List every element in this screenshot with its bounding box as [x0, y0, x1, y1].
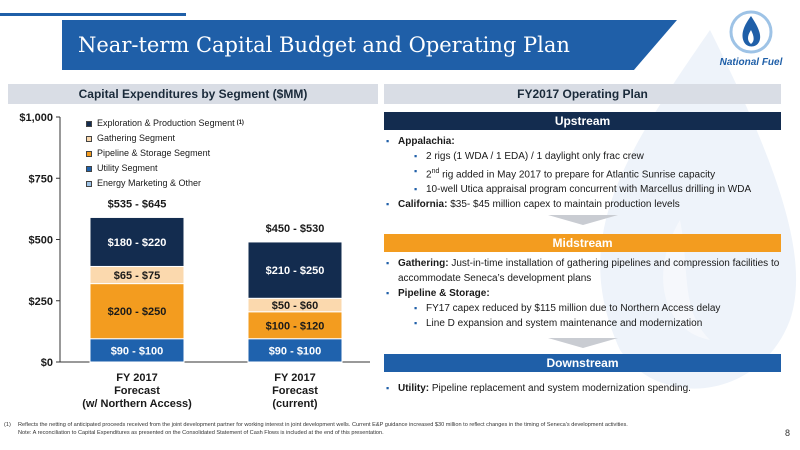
- list-item: FY17 capex reduced by $115 million due t…: [374, 301, 784, 316]
- upstream-list: Appalachia: 2 rigs (1 WDA / 1 EDA) / 1 d…: [374, 134, 784, 212]
- footnote-number: (1): [4, 422, 11, 428]
- item-label: California:: [398, 199, 448, 211]
- downstream-list: Utility: Pipeline replacement and system…: [374, 381, 784, 396]
- item-text: Just-in-time installation of gathering p…: [398, 258, 780, 284]
- y-tick-label: $0: [41, 357, 53, 369]
- item-text: rig added in May 2017 to prepare for Atl…: [439, 169, 716, 181]
- list-item-pipeline-storage: Pipeline & Storage:: [374, 286, 784, 301]
- item-superscript: nd: [431, 168, 440, 175]
- footnote-text: Note: A reconciliation to Capital Expend…: [18, 430, 384, 436]
- national-fuel-flame-icon: [729, 10, 773, 54]
- flow-chevron: [548, 338, 618, 348]
- y-tick-label: $250: [29, 296, 53, 308]
- footnote-number: [4, 429, 18, 437]
- midstream-header: Midstream: [384, 234, 781, 252]
- capex-chart: $0 $250 $500 $750 $1,000 $90 - $100 $200 - $25…: [8, 108, 378, 418]
- operating-plan-panel-header: FY2017 Operating Plan: [384, 84, 781, 104]
- legend-label: Energy Marketing & Other: [97, 178, 202, 188]
- item-text: 2 rigs (1 WDA / 1 EDA) / 1 daylight only…: [426, 151, 644, 162]
- legend-item-pipeline-storage: Pipeline & Storage Segment: [86, 146, 244, 161]
- x-category-label: (w/ Northern Access): [82, 398, 192, 410]
- bar-data-label: $210 - $250: [266, 265, 325, 277]
- y-tick-label: $500: [29, 235, 53, 247]
- upstream-header: Upstream: [384, 112, 781, 130]
- list-item-utility: Utility: Pipeline replacement and system…: [374, 381, 784, 396]
- legend-swatch: [86, 165, 92, 172]
- list-item-california: California: $35- $45 million capex to ma…: [374, 197, 784, 212]
- bar-segment: [89, 283, 185, 340]
- downstream-header: Downstream: [384, 354, 781, 372]
- legend-swatch: [86, 180, 92, 187]
- bar-segment: [247, 241, 343, 299]
- legend-label: Pipeline & Storage Segment: [97, 148, 211, 158]
- bar-total-label: $535 - $645: [108, 198, 167, 210]
- footnote-row: Note: A reconciliation to Capital Expend…: [4, 429, 774, 437]
- footnote-text: Reflects the netting of anticipated proc…: [18, 422, 628, 428]
- y-tick-label: $750: [29, 173, 53, 185]
- legend-item-gathering: Gathering Segment: [86, 131, 244, 146]
- bar-data-label: $100 - $120: [266, 320, 325, 332]
- legend-label: Gathering Segment: [97, 133, 176, 143]
- brand-logo-text: National Fuel: [719, 57, 783, 68]
- legend-label: Utility Segment: [97, 163, 158, 173]
- legend-label: Exploration & Production Segment: [97, 118, 235, 128]
- flow-chevron: [548, 215, 618, 225]
- item-text: Pipeline replacement and system moderniz…: [429, 383, 691, 394]
- bar-segment: [247, 311, 343, 340]
- title-banner: Near-term Capital Budget and Operating P…: [62, 20, 677, 70]
- list-item-gathering: Gathering: Just-in-time installation of …: [374, 256, 784, 286]
- legend-swatch: [86, 135, 92, 142]
- item-label: Pipeline & Storage:: [398, 288, 490, 299]
- list-item-appalachia: Appalachia:: [374, 134, 784, 149]
- x-category-label: (current): [272, 398, 318, 410]
- x-category-label: FY 2017: [116, 372, 157, 384]
- list-item: Line D expansion and system maintenance …: [374, 316, 784, 331]
- x-category-label: Forecast: [114, 385, 160, 397]
- x-category-label: FY 2017: [274, 372, 315, 384]
- bar-data-label: $200 - $250: [108, 306, 167, 318]
- item-text: 2: [426, 169, 432, 181]
- item-label: Utility:: [398, 383, 430, 394]
- legend-footnote-ref: (1): [236, 120, 244, 126]
- item-text: FY17 capex reduced by $115 million due t…: [426, 303, 721, 314]
- item-text: 10-well Utica appraisal program concurre…: [426, 184, 752, 196]
- legend-swatch: [86, 120, 92, 127]
- x-category-label: Forecast: [272, 385, 318, 397]
- footnotes: (1) Reflects the netting of anticipated …: [4, 421, 774, 437]
- item-label: Gathering:: [398, 258, 449, 269]
- list-item: 10-well Utica appraisal program concurre…: [374, 182, 784, 197]
- bar-data-label: $90 - $100: [111, 345, 164, 357]
- list-item: 2nd rig added in May 2017 to prepare for…: [374, 164, 784, 182]
- chart-legend: Exploration & Production Segment (1) Gat…: [86, 116, 244, 191]
- bar-segment: [89, 216, 185, 267]
- capex-chart-svg: $0 $250 $500 $750 $1,000 $90 - $100 $200 - $25…: [19, 112, 370, 410]
- bar-data-label: $180 - $220: [108, 237, 167, 249]
- legend-item-energy-marketing: Energy Marketing & Other: [86, 176, 244, 191]
- bar-data-label: $65 - $75: [114, 270, 160, 282]
- midstream-list: Gathering: Just-in-time installation of …: [374, 256, 784, 331]
- item-text: $35- $45 million capex to maintain produ…: [447, 199, 680, 211]
- legend-item-e-and-p: Exploration & Production Segment (1): [86, 116, 244, 131]
- item-text: Line D expansion and system maintenance …: [426, 318, 703, 329]
- top-accent-rule: [0, 13, 186, 16]
- legend-item-utility: Utility Segment: [86, 161, 244, 176]
- item-label: Appalachia:: [398, 136, 455, 147]
- capex-panel-header: Capital Expenditures by Segment ($MM): [8, 84, 378, 104]
- bar-total-label: $450 - $530: [266, 223, 325, 235]
- footnote-row: (1) Reflects the netting of anticipated …: [4, 421, 774, 429]
- bar-data-label: $90 - $100: [269, 345, 322, 357]
- page-title: Near-term Capital Budget and Operating P…: [78, 33, 570, 57]
- bar-data-label: $50 - $60: [272, 300, 318, 312]
- y-tick-label: $1,000: [19, 112, 53, 124]
- list-item: 2 rigs (1 WDA / 1 EDA) / 1 daylight only…: [374, 149, 784, 164]
- page-number: 8: [785, 428, 791, 438]
- legend-swatch: [86, 150, 92, 157]
